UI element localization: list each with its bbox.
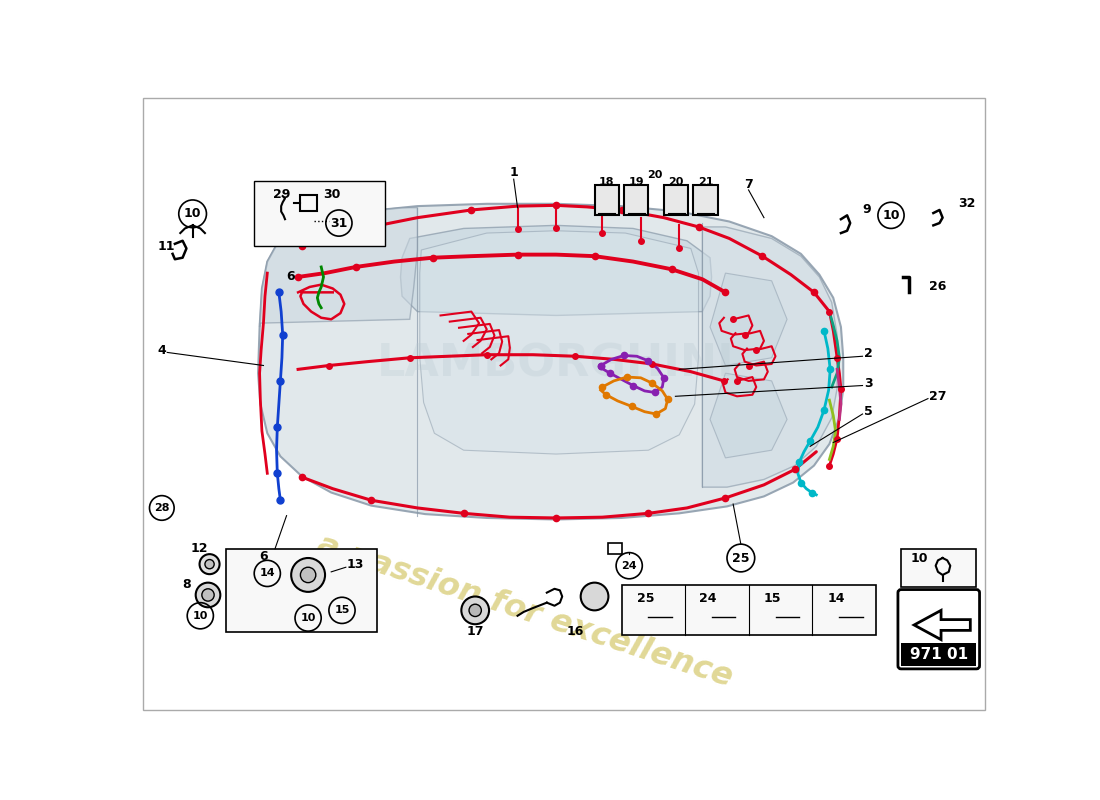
FancyBboxPatch shape — [227, 549, 376, 632]
Text: 10: 10 — [911, 551, 927, 565]
Text: 13: 13 — [346, 558, 364, 570]
Text: 16: 16 — [566, 625, 584, 638]
Text: 9: 9 — [862, 203, 871, 217]
Polygon shape — [914, 610, 970, 640]
Text: LAMBORGHINI: LAMBORGHINI — [377, 342, 735, 386]
Text: 25: 25 — [637, 592, 654, 606]
Text: 25: 25 — [733, 551, 749, 565]
Text: 6: 6 — [286, 270, 295, 283]
Text: 10: 10 — [882, 209, 900, 222]
Text: 29: 29 — [273, 188, 290, 201]
Text: 15: 15 — [334, 606, 350, 615]
Bar — [594, 185, 619, 215]
Text: 32: 32 — [958, 198, 976, 210]
Text: 19: 19 — [628, 178, 643, 187]
Bar — [693, 185, 717, 215]
Text: 21: 21 — [697, 178, 713, 187]
Bar — [608, 542, 623, 554]
Text: 31: 31 — [330, 217, 348, 230]
Text: 1: 1 — [509, 166, 518, 179]
Polygon shape — [258, 204, 844, 519]
Polygon shape — [711, 273, 788, 366]
Polygon shape — [420, 230, 698, 454]
Text: 18: 18 — [600, 178, 615, 187]
Text: 5: 5 — [865, 405, 872, 418]
Text: 24: 24 — [698, 592, 716, 606]
Text: 14: 14 — [260, 568, 275, 578]
Text: 6: 6 — [260, 550, 267, 563]
Polygon shape — [400, 226, 712, 315]
Text: 3: 3 — [865, 377, 872, 390]
Text: 4: 4 — [157, 344, 166, 357]
Bar — [300, 194, 317, 211]
Text: 20: 20 — [669, 178, 684, 187]
Text: 7: 7 — [745, 178, 752, 191]
Circle shape — [300, 567, 316, 582]
Text: 971 01: 971 01 — [910, 646, 968, 662]
Text: 12: 12 — [190, 542, 208, 555]
Text: 15: 15 — [763, 592, 781, 606]
Circle shape — [292, 558, 326, 592]
Text: 11: 11 — [157, 240, 175, 253]
Text: 17: 17 — [466, 625, 484, 638]
Text: 30: 30 — [323, 188, 341, 201]
Circle shape — [461, 597, 490, 624]
Circle shape — [199, 554, 220, 574]
Bar — [901, 642, 977, 666]
Text: 20: 20 — [647, 170, 662, 180]
Text: 27: 27 — [930, 390, 947, 403]
FancyBboxPatch shape — [254, 181, 385, 246]
Text: 14: 14 — [828, 592, 846, 606]
Circle shape — [205, 559, 214, 569]
Bar — [901, 549, 977, 587]
Text: 24: 24 — [621, 561, 637, 570]
FancyBboxPatch shape — [898, 590, 980, 669]
Text: 8: 8 — [183, 578, 191, 591]
Text: 26: 26 — [930, 281, 947, 294]
Text: 10: 10 — [184, 207, 201, 220]
Polygon shape — [260, 208, 418, 327]
Bar — [621, 585, 876, 635]
Text: 10: 10 — [192, 610, 208, 621]
Circle shape — [581, 582, 608, 610]
Text: 28: 28 — [154, 503, 169, 513]
Circle shape — [196, 582, 220, 607]
Bar — [624, 185, 648, 215]
Text: a passion for excellence: a passion for excellence — [314, 530, 737, 694]
Polygon shape — [703, 227, 837, 487]
Circle shape — [202, 589, 215, 601]
Bar — [664, 185, 689, 215]
Text: 2: 2 — [865, 347, 872, 361]
Circle shape — [469, 604, 482, 617]
Polygon shape — [711, 373, 788, 458]
Text: 10: 10 — [300, 613, 316, 623]
